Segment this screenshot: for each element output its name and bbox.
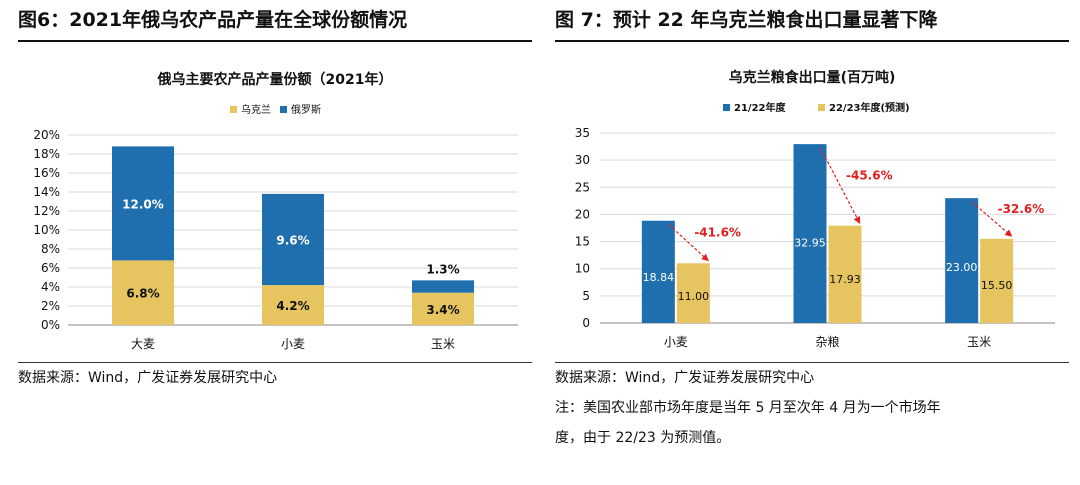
x-tick-label: 玉米 — [431, 337, 455, 351]
y-tick-label: 14% — [33, 185, 60, 199]
y-tick-label: 15 — [575, 235, 590, 249]
left-figure-title: 图6：2021年俄乌农产品产量在全球份额情况 — [18, 9, 408, 31]
bar-ukraine — [412, 292, 474, 325]
legend-swatch-0 — [230, 106, 237, 113]
bar-2223 — [676, 263, 710, 323]
change-arrow — [971, 201, 1013, 237]
left-figure-panel: 图6：2021年俄乌农产品产量在全球份额情况 俄乌主要农产品产量份额（2021年… — [18, 0, 532, 393]
y-tick-label: 18% — [33, 147, 60, 161]
right-figure-title: 图 7：预计 22 年乌克兰粮食出口量显著下降 — [555, 9, 938, 31]
bar-data-label: 9.6% — [276, 234, 309, 248]
legend-label-1: 俄罗斯 — [291, 103, 321, 116]
right-chart-title: 乌克兰粮食出口量(百万吨) — [729, 69, 896, 86]
bar-2122 — [793, 144, 827, 323]
legend-label-0: 乌克兰 — [241, 103, 271, 116]
bar-data-label: 1.3% — [426, 262, 459, 276]
y-tick-label: 12% — [33, 204, 60, 218]
change-annotation: -45.6% — [846, 168, 893, 182]
y-tick-label: 8% — [41, 242, 60, 256]
bar-2223 — [828, 225, 862, 323]
legend-swatch-1 — [280, 106, 287, 113]
left-stacked-bar-chart: 俄乌主要农产品产量份额（2021年） 乌克兰 俄罗斯 0% 2% 4% 6% 8% 10% 12%… — [33, 71, 518, 351]
bar-russia — [412, 280, 474, 293]
bar-ukraine — [262, 285, 324, 325]
y-tick-label: 2% — [41, 299, 60, 313]
bar-2122 — [945, 198, 979, 323]
bar-russia — [112, 146, 174, 261]
y-tick-label: 25 — [575, 180, 590, 194]
y-tick-label: 30 — [575, 153, 590, 167]
bar-data-label: 23.00 — [946, 261, 978, 274]
bar-russia — [262, 193, 324, 286]
y-tick-label: 16% — [33, 166, 60, 180]
y-tick-label: 10% — [33, 223, 60, 237]
left-title-rule — [18, 40, 532, 42]
x-tick-label: 大麦 — [131, 337, 155, 351]
legend-label-1: 22/23年度(预测) — [829, 101, 910, 114]
change-arrow — [668, 224, 709, 262]
right-figure-panel: 图 7：预计 22 年乌克兰粮食出口量显著下降 乌克兰粮食出口量(百万吨) 21/… — [555, 0, 1069, 453]
bar-data-label: 3.4% — [426, 303, 459, 317]
right-grouped-bar-chart: 乌克兰粮食出口量(百万吨) 21/22年度 22/23年度(预测) 0 5 10 15 20 2… — [575, 69, 1055, 349]
right-source-text: 数据来源：Wind，广发证券发展研究中心 — [555, 370, 815, 386]
change-annotation: -32.6% — [998, 202, 1045, 216]
bar-data-label: 32.95 — [794, 237, 826, 250]
x-tick-label: 玉米 — [967, 335, 991, 349]
bar-data-label: 18.84 — [643, 271, 675, 284]
y-tick-label: 20 — [575, 207, 590, 221]
bar-data-label: 11.00 — [678, 290, 710, 303]
left-bottom-rule — [18, 362, 532, 363]
y-tick-label: 20% — [33, 128, 60, 142]
right-bottom-rule — [555, 362, 1069, 363]
change-annotation: -41.6% — [694, 226, 741, 240]
legend-swatch-1 — [818, 104, 825, 111]
left-source-text: 数据来源：Wind，广发证券发展研究中心 — [18, 370, 278, 386]
right-note-line-2: 度，由于 22/23 为预测值。 — [555, 430, 731, 446]
x-tick-label: 小麦 — [281, 337, 305, 351]
y-tick-label: 5 — [582, 289, 590, 303]
right-title-rule — [555, 40, 1069, 42]
bar-data-label: 15.50 — [981, 279, 1013, 292]
legend-label-0: 21/22年度 — [734, 101, 786, 114]
right-chart-container: 乌克兰粮食出口量(百万吨) 21/22年度 22/23年度(预测) 0 5 10 15 20 2… — [555, 42, 1069, 362]
right-note-line-1: 注：美国农业部市场年度是当年 5 月至次年 4 月为一个市场年 — [555, 400, 941, 416]
bar-2122 — [641, 220, 675, 323]
bar-data-label: 17.93 — [829, 273, 861, 286]
left-chart-container: 俄乌主要农产品产量份额（2021年） 乌克兰 俄罗斯 0% 2% 4% 6% 8% 10% 12%… — [18, 42, 532, 362]
bar-2223 — [980, 238, 1014, 323]
y-tick-label: 0% — [41, 318, 60, 332]
y-tick-label: 4% — [41, 280, 60, 294]
y-tick-label: 35 — [575, 126, 590, 140]
x-tick-label: 小麦 — [664, 335, 688, 349]
bar-data-label: 4.2% — [276, 299, 309, 313]
bar-data-label: 6.8% — [126, 287, 159, 301]
x-tick-label: 杂粮 — [815, 334, 839, 349]
y-tick-label: 6% — [41, 261, 60, 275]
left-chart-title: 俄乌主要农产品产量份额（2021年） — [157, 71, 393, 88]
bar-ukraine — [112, 260, 174, 325]
y-tick-label: 0 — [582, 316, 590, 330]
bar-data-label: 12.0% — [122, 197, 164, 211]
legend-swatch-0 — [723, 104, 730, 111]
y-tick-label: 10 — [575, 262, 590, 276]
change-arrow — [819, 147, 861, 224]
